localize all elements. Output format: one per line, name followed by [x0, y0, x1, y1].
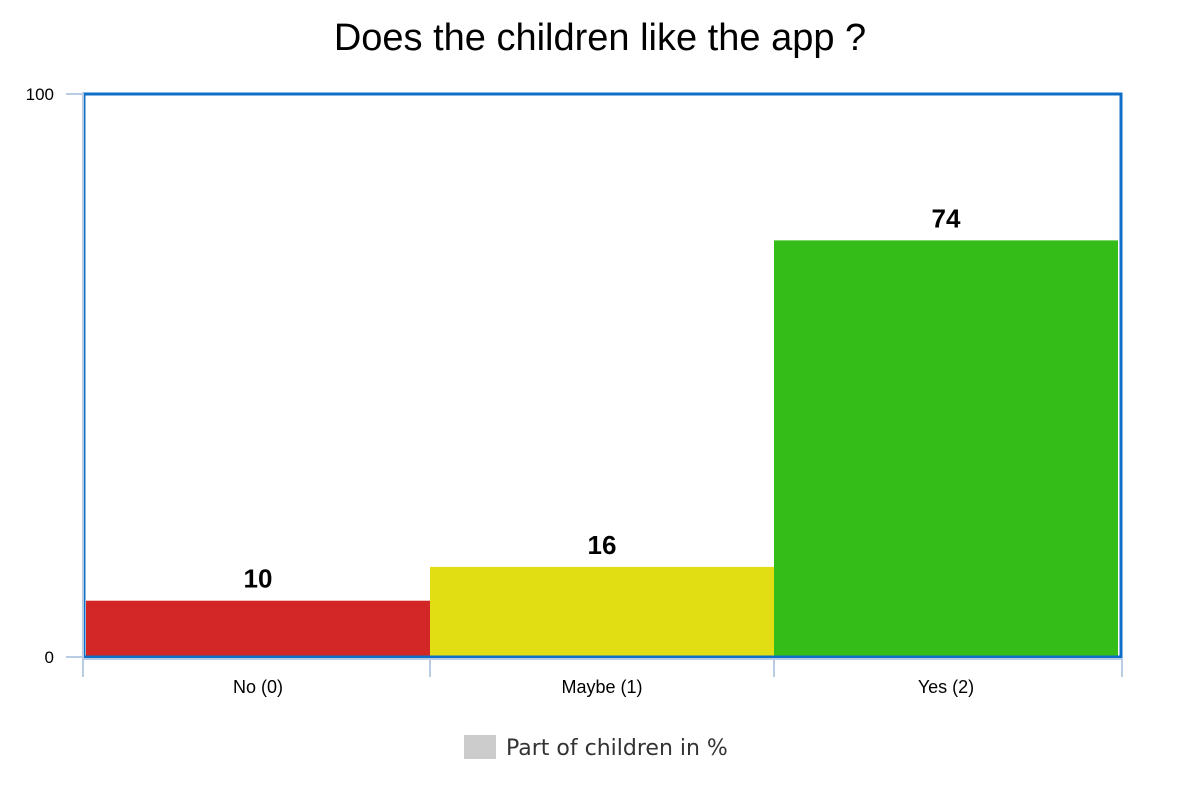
bar-0 — [86, 600, 430, 657]
bar-1 — [430, 566, 774, 657]
value-label-0: 10 — [244, 564, 273, 594]
bar-2 — [774, 240, 1118, 657]
y-tick-label-0: 0 — [45, 648, 54, 667]
value-label-2: 74 — [932, 203, 961, 233]
chart-title: Does the children like the app ? — [334, 17, 866, 59]
value-label-1: 16 — [588, 530, 617, 560]
legend: Part of children in % — [464, 735, 728, 761]
y-tick-label-1: 100 — [26, 85, 54, 104]
bars-group — [86, 240, 1118, 657]
legend-label: Part of children in % — [506, 736, 728, 761]
x-tick-label-2: Yes (2) — [918, 677, 974, 697]
value-labels-group: 10 16 74 — [244, 203, 961, 593]
x-tick-label-0: No (0) — [233, 677, 283, 697]
x-tick-label-1: Maybe (1) — [561, 677, 642, 697]
axes-group: 0 100 No (0) Maybe (1) Yes (2) — [26, 85, 1123, 697]
legend-swatch — [464, 735, 496, 759]
